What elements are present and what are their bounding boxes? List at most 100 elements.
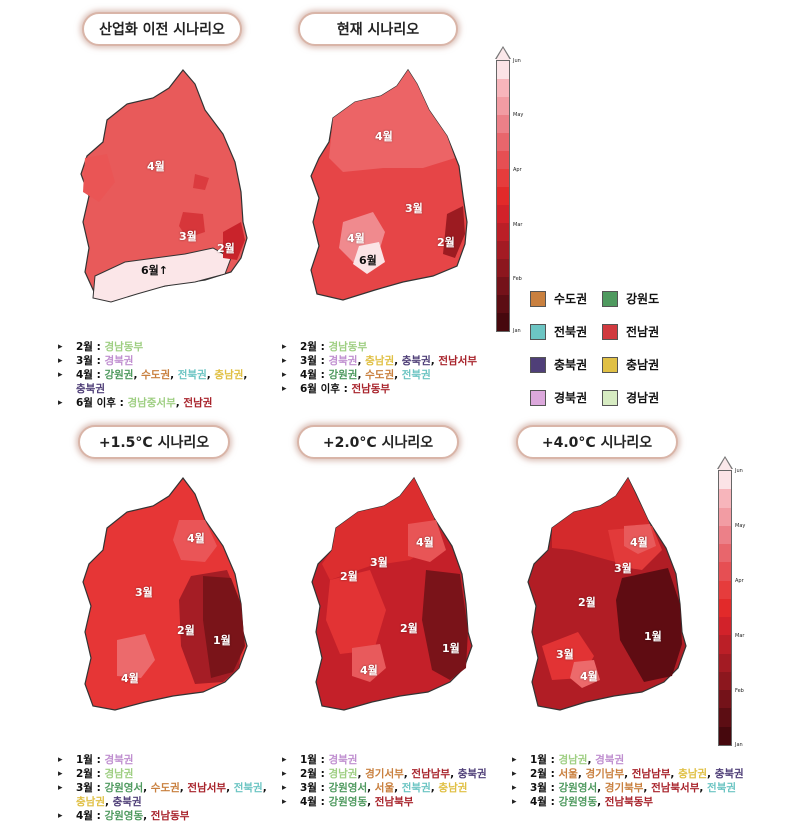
map-label: 2월 [400, 622, 418, 635]
colorbar-segment [497, 295, 509, 313]
region-name: 경기서부 [365, 768, 404, 780]
legend-label: 전북권 [554, 325, 588, 339]
region-name: 전남서부 [438, 355, 478, 367]
map-label: 2월 [578, 596, 596, 609]
tick-mar: Mar [735, 633, 745, 639]
map-label: 3월 [370, 556, 388, 569]
title-plus20: +2.0°C 시나리오 [297, 425, 459, 459]
legend-swatch [530, 356, 546, 373]
region-legend: 수도권 강원도 전북권 전남권 충북권 충남권 경북권 경남권 [530, 290, 674, 406]
bullet-item: 4월 : 강원영동, 전남동부 [58, 809, 278, 823]
region-name: 강원영서 [328, 782, 368, 794]
region-name: 강원영서 [104, 782, 144, 794]
bullet-month: 2월 : [300, 341, 329, 353]
tick-apr: Apr [513, 167, 522, 173]
map-label: 2월 [340, 570, 358, 583]
region-name: 경남권 [328, 768, 358, 780]
colorbar-segment [719, 525, 731, 545]
region-name: 충남권 [678, 768, 708, 780]
colorbar-segment [497, 277, 509, 295]
region-name: 전남북부 [374, 796, 414, 808]
bullet-item: 4월 : 강원영동, 전남북부 [282, 795, 512, 809]
region-name: 강원영서 [558, 782, 598, 794]
legend-swatch [602, 323, 618, 340]
map-label: 3월 [556, 648, 574, 661]
bullet-item: 3월 : 경북권, 충남권, 충북권, 전남서부 [282, 354, 502, 368]
legend-item: 경남권 [602, 389, 674, 406]
colorbar-segment [719, 671, 731, 691]
map-label: 2월 [217, 242, 235, 255]
bullet-month: 6월 이후 : [300, 383, 352, 395]
region-name: 전남권 [183, 397, 213, 409]
bullet-item: 2월 : 경남동부 [58, 340, 258, 354]
colorbar-tip [496, 48, 510, 60]
colorbar-segment [719, 598, 731, 618]
region-name: 경남권 [558, 754, 588, 766]
bullet-item: 3월 : 경북권 [58, 354, 258, 368]
tick-may: May [735, 523, 746, 529]
colorbar-segment [497, 259, 509, 277]
region-name: 충남권 [438, 782, 468, 794]
legend-label: 충북권 [554, 358, 588, 372]
region-name: 서울 [558, 768, 578, 780]
tick-may: May [513, 112, 524, 118]
region-name: 전남남부 [631, 768, 671, 780]
colorbar-segment [719, 726, 731, 745]
colorbar-segment [497, 241, 509, 259]
map-label: 3월 [179, 230, 197, 243]
region-name: 경남중서부 [127, 397, 176, 409]
legend-item: 전남권 [602, 323, 674, 340]
bullet-item: 3월 : 강원영서, 경기북부, 전남북서부, 전북권 [512, 781, 762, 795]
legend-label: 전남권 [626, 325, 660, 339]
colorbar-segment [497, 223, 509, 241]
region-name: 전북권 [233, 782, 263, 794]
title-plus40: +4.0°C 시나리오 [516, 425, 678, 459]
colorbar-segment [497, 97, 509, 115]
bullet-month: 3월 : [530, 782, 559, 794]
bullet-month: 4월 : [76, 810, 105, 822]
bullet-item: 1월 : 경북권 [282, 753, 512, 767]
legend-swatch [602, 389, 618, 406]
bullet-item: 6월 이후 : 경남중서부, 전남권 [58, 396, 258, 410]
bullet-month: 4월 : [300, 369, 329, 381]
region-name: 경기북부 [604, 782, 644, 794]
region-name: 경남권 [104, 768, 134, 780]
region-name: 전남동부 [150, 810, 190, 822]
tick-feb: Feb [513, 276, 522, 282]
map-label: 4월 [580, 670, 598, 683]
map-label: 4월 [375, 130, 393, 143]
map-label: 4월 [347, 232, 365, 245]
bullet-month: 1월 : [300, 754, 329, 766]
title-preindustrial: 산업화 이전 시나리오 [82, 12, 242, 46]
map-label: 4월 [360, 664, 378, 677]
legend-item: 충남권 [602, 356, 674, 373]
region-name: 전북권 [401, 782, 431, 794]
bullet-item: 3월 : 강원영서, 수도권, 전남서부, 전북권, 충남권, 충북권 [58, 781, 278, 809]
bullets-current: 2월 : 경남동부3월 : 경북권, 충남권, 충북권, 전남서부4월 : 강원… [282, 340, 502, 396]
bullet-item: 3월 : 강원영서, 서울, 전북권, 충남권 [282, 781, 512, 795]
region-name: 강원권 [104, 369, 134, 381]
region-name: 충남권 [365, 355, 395, 367]
bullet-item: 2월 : 서울, 경기남부, 전남남부, 충남권, 충북권 [512, 767, 762, 781]
map-plus15: 4월 3월 2월 1월 4월 [55, 470, 255, 740]
legend-item: 강원도 [602, 290, 674, 307]
region-name: 경남동부 [104, 341, 144, 353]
map-label: 1월 [213, 634, 231, 647]
bullets-plus40: 1월 : 경남권, 경북권2월 : 서울, 경기남부, 전남남부, 충남권, 충… [512, 753, 762, 809]
region-name: 강원권 [328, 369, 358, 381]
map-label: 2월 [437, 236, 455, 249]
legend-item: 충북권 [530, 356, 602, 373]
tick-apr: Apr [735, 578, 744, 584]
colorbar-segment [497, 79, 509, 97]
bullet-item: 2월 : 경남동부 [282, 340, 502, 354]
map-label: 3월 [135, 586, 153, 599]
legend-item: 수도권 [530, 290, 602, 307]
map-label: 1월 [644, 630, 662, 643]
colorbar-segment [497, 313, 509, 331]
region-name: 전남서부 [187, 782, 227, 794]
bullet-month: 4월 : [300, 796, 329, 808]
colorbar-segment [497, 169, 509, 187]
bullets-plus15: 1월 : 경북권2월 : 경남권3월 : 강원영서, 수도권, 전남서부, 전북… [58, 753, 278, 823]
bullet-month: 3월 : [300, 782, 329, 794]
map-label: 6월↑ [141, 264, 168, 277]
